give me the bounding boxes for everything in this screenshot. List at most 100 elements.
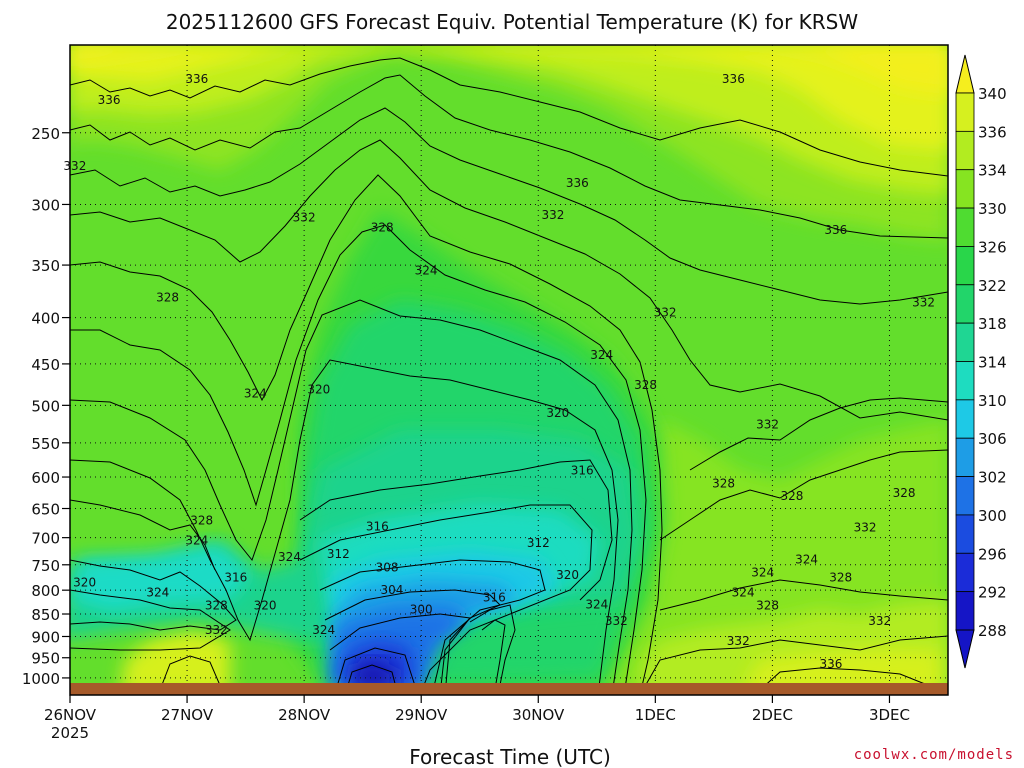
field-314-west [70, 545, 250, 612]
field-288-region [350, 660, 395, 690]
colorbar-label: 292 [978, 584, 1007, 602]
credit-text: coolwx.com/models [854, 747, 1014, 763]
contour-label: 332 [605, 614, 628, 628]
colorbar-segment [955, 437, 975, 477]
y-axis: 250 300 350 400 450 500 550 600 650 700 750 800 850 9… [22, 125, 70, 688]
x-tick-label: 2DEC [752, 706, 793, 724]
field-340-region [70, 45, 948, 95]
contour-label: 328 [205, 599, 228, 613]
colorbar-segment [955, 514, 975, 554]
colorbar-top-arrow [955, 54, 975, 94]
colorbar-segment [955, 591, 975, 631]
contour-label: 324 [585, 598, 608, 612]
y-tick-label: 550 [31, 435, 60, 453]
contour-label: 332 [912, 296, 935, 310]
y-tick-label: 700 [31, 530, 60, 548]
contour-label: 324 [732, 586, 755, 600]
contour-label: 324 [795, 553, 818, 567]
x-axis: 26NOV 27NOV 28NOV 29NOV 30NOV 1DEC 2DEC 3DEC 202… [44, 695, 910, 742]
colorbar-bottom-arrow [955, 629, 975, 669]
contour-label: 328 [634, 378, 657, 392]
contour-label: 320 [73, 576, 96, 590]
y-tick-label: 1000 [22, 670, 60, 688]
colorbar-label: 296 [978, 545, 1007, 563]
contour-label: 332 [541, 208, 564, 222]
y-tick-label: 350 [31, 257, 60, 275]
contour-label: 336 [185, 72, 208, 86]
y-tick-label: 950 [31, 650, 60, 668]
colorbar-label: 330 [978, 200, 1007, 218]
contour-label: 332 [727, 634, 750, 648]
y-tick-label: 300 [31, 196, 60, 214]
contour-label: 332 [868, 614, 891, 628]
contour-label: 324 [278, 550, 301, 564]
colorbar-segment [955, 399, 975, 439]
contour-label: 328 [893, 486, 916, 500]
y-tick-label: 650 [31, 501, 60, 519]
x-axis-label: Forecast Time (UTC) [409, 745, 611, 768]
y-tick-label: 600 [31, 469, 60, 487]
contour-label: 328 [156, 290, 179, 304]
y-tick-label: 250 [31, 125, 60, 143]
colorbar-label: 300 [978, 507, 1007, 525]
contour-label: 324 [415, 264, 438, 278]
colorbar-segment [955, 284, 975, 324]
colorbar-label: 334 [978, 162, 1007, 180]
contour-label: 304 [380, 583, 403, 597]
contour-label: 308 [376, 560, 399, 574]
colorbar-label: 318 [978, 315, 1007, 333]
contour-label: 324 [244, 386, 267, 400]
colorbar-label: 326 [978, 238, 1007, 256]
contour-label: 328 [829, 571, 852, 585]
contour-label: 328 [780, 489, 803, 503]
contour-label: 328 [371, 220, 394, 234]
y-tick-label: 450 [31, 356, 60, 374]
contour-label: 324 [146, 586, 169, 600]
plot-frame [69, 44, 949, 696]
colorbar-label: 310 [978, 392, 1007, 410]
contour-labels: 336 336 336 336 336 336 332 332 332 332 332 332 332 3… [63, 72, 935, 671]
y-tick-label: 850 [31, 606, 60, 624]
colorbar: 340 336 334 330 326 322 318 314 310 306 302 300 296 2… [955, 54, 1007, 669]
contour-label: 328 [756, 599, 779, 613]
contour-label: 336 [98, 93, 121, 107]
colorbar-segment [955, 130, 975, 171]
contour-lines [70, 57, 948, 695]
contour-label: 336 [566, 176, 589, 190]
contour-label: 328 [712, 477, 735, 491]
plot-area [70, 45, 948, 695]
contour-label: 332 [756, 418, 779, 432]
contour-label: 324 [590, 348, 613, 362]
contour-label: 316 [224, 571, 247, 585]
contour-label: 312 [327, 547, 350, 561]
colorbar-label: 340 [978, 85, 1007, 103]
colorbar-segment [955, 552, 975, 593]
contour-label: 300 [410, 602, 433, 616]
contour-label: 324 [312, 623, 335, 637]
contour-label: 332 [63, 159, 86, 173]
field-336-region [70, 45, 948, 195]
colorbar-label: 314 [978, 354, 1007, 372]
contour-label: 332 [293, 210, 316, 224]
contour-label: 320 [254, 599, 277, 613]
contour-label: 316 [366, 519, 389, 533]
colorbar-segment [955, 92, 975, 132]
colorbar-segment [955, 476, 975, 516]
colorbar-label: 306 [978, 430, 1007, 448]
colorbar-label: 302 [978, 469, 1007, 487]
ground-surface [70, 683, 948, 695]
y-tick-label: 750 [31, 557, 60, 575]
x-tick-label: 3DEC [869, 706, 910, 724]
x-tick-label: 26NOV [44, 706, 97, 724]
colorbar-segment [955, 207, 975, 247]
colorbar-label: 336 [978, 123, 1007, 141]
x-tick-label: 28NOV [278, 706, 331, 724]
x-tick-label: 30NOV [512, 706, 565, 724]
x-tick-label: 1DEC [635, 706, 676, 724]
x-tick-label: 29NOV [395, 706, 448, 724]
colorbar-segment [955, 169, 975, 209]
contour-label: 332 [205, 623, 228, 637]
contour-label: 336 [819, 657, 842, 671]
